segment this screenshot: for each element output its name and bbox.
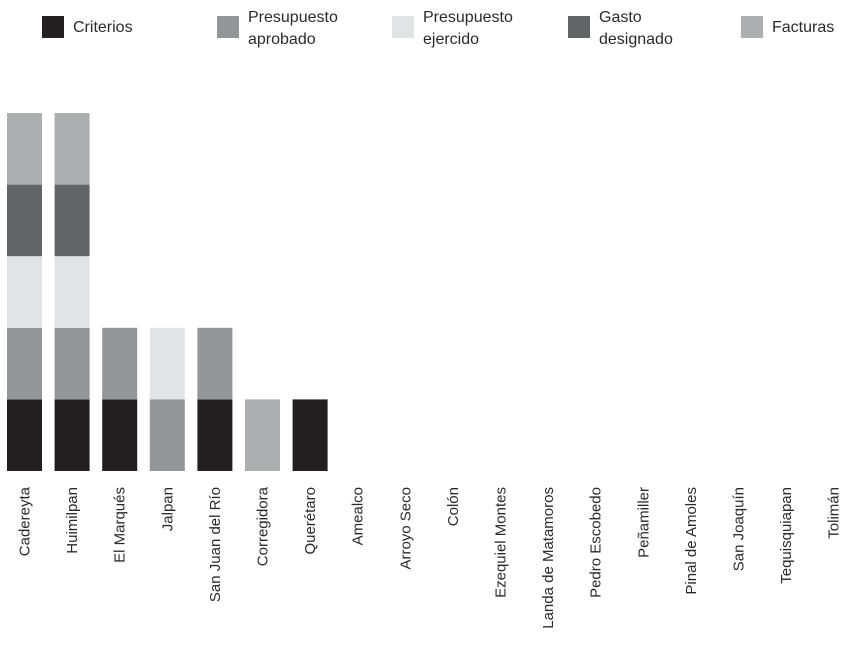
- legend-item: Presupuesto ejercido: [392, 9, 513, 48]
- bar-segment: [102, 327, 138, 400]
- x-tick-label: Peñamiller: [635, 487, 652, 558]
- x-tick-label: Huimilpan: [64, 487, 81, 554]
- x-tick-label: Colón: [445, 487, 462, 526]
- x-tick-label: Tequisquiapan: [778, 487, 795, 584]
- legend-item: Criterios: [42, 16, 133, 38]
- legend-label: Facturas: [772, 19, 834, 36]
- legend-item: Gasto designado: [568, 9, 673, 48]
- x-tick-label: El Marqués: [112, 487, 129, 563]
- bar-segment: [292, 399, 328, 471]
- bar-segment: [54, 184, 90, 257]
- x-tick-label: Amealco: [350, 487, 367, 545]
- x-tick-label: Corregidora: [255, 486, 272, 566]
- legend-label: Gasto designado: [599, 9, 673, 48]
- legend-swatch: [217, 16, 239, 38]
- bar-segment: [54, 327, 90, 400]
- bar-segment: [7, 327, 42, 400]
- chart-legend: Criterios Presupuesto aprobado Presupuesto e…: [42, 9, 834, 48]
- x-tick-label: Pedro Escobedo: [588, 487, 605, 598]
- x-tick-label: San Joaquín: [731, 487, 748, 571]
- x-tick-label: Ezequiel Montes: [493, 487, 510, 598]
- legend-swatch: [568, 16, 590, 38]
- bar-segment: [7, 184, 42, 257]
- legend-item: Presupuesto aprobado: [217, 9, 338, 48]
- bar-segment: [54, 256, 90, 328]
- x-tick-label: Cadereyta: [17, 486, 34, 556]
- bar-segment: [54, 399, 90, 471]
- x-tick-label: Pinal de Amoles: [683, 487, 700, 595]
- bar-segment: [245, 399, 280, 471]
- x-tick-label: Querétaro: [302, 487, 319, 555]
- bar-segment: [197, 399, 233, 471]
- bar-segment: [54, 113, 90, 185]
- bar-segment: [149, 399, 185, 471]
- x-tick-label: San Juan del Río: [207, 487, 224, 602]
- legend-label: Presupuesto aprobado: [248, 9, 338, 48]
- x-tick-label: Tolimán: [826, 487, 843, 539]
- bar-segment: [7, 256, 42, 328]
- bar-segment: [7, 113, 42, 185]
- x-tick-label: Arroyo Seco: [397, 487, 414, 570]
- legend-swatch: [392, 16, 414, 38]
- bar-segment: [197, 327, 233, 400]
- x-tick-label: Jalpan: [159, 487, 176, 531]
- bar-segment: [149, 327, 185, 400]
- plot-area: [7, 113, 328, 471]
- legend-item: Facturas: [741, 16, 834, 38]
- legend-swatch: [741, 16, 763, 38]
- legend-label: Criterios: [73, 19, 133, 36]
- legend-label: Presupuesto ejercido: [423, 9, 513, 48]
- bar-segment: [102, 399, 138, 471]
- legend-swatch: [42, 16, 64, 38]
- x-axis-tick-labels: Cadereyta Huimilpan El Marqués Jalpan San Ju…: [17, 486, 843, 628]
- x-tick-label: Landa de Matamoros: [540, 487, 557, 629]
- bar-segment: [7, 399, 42, 471]
